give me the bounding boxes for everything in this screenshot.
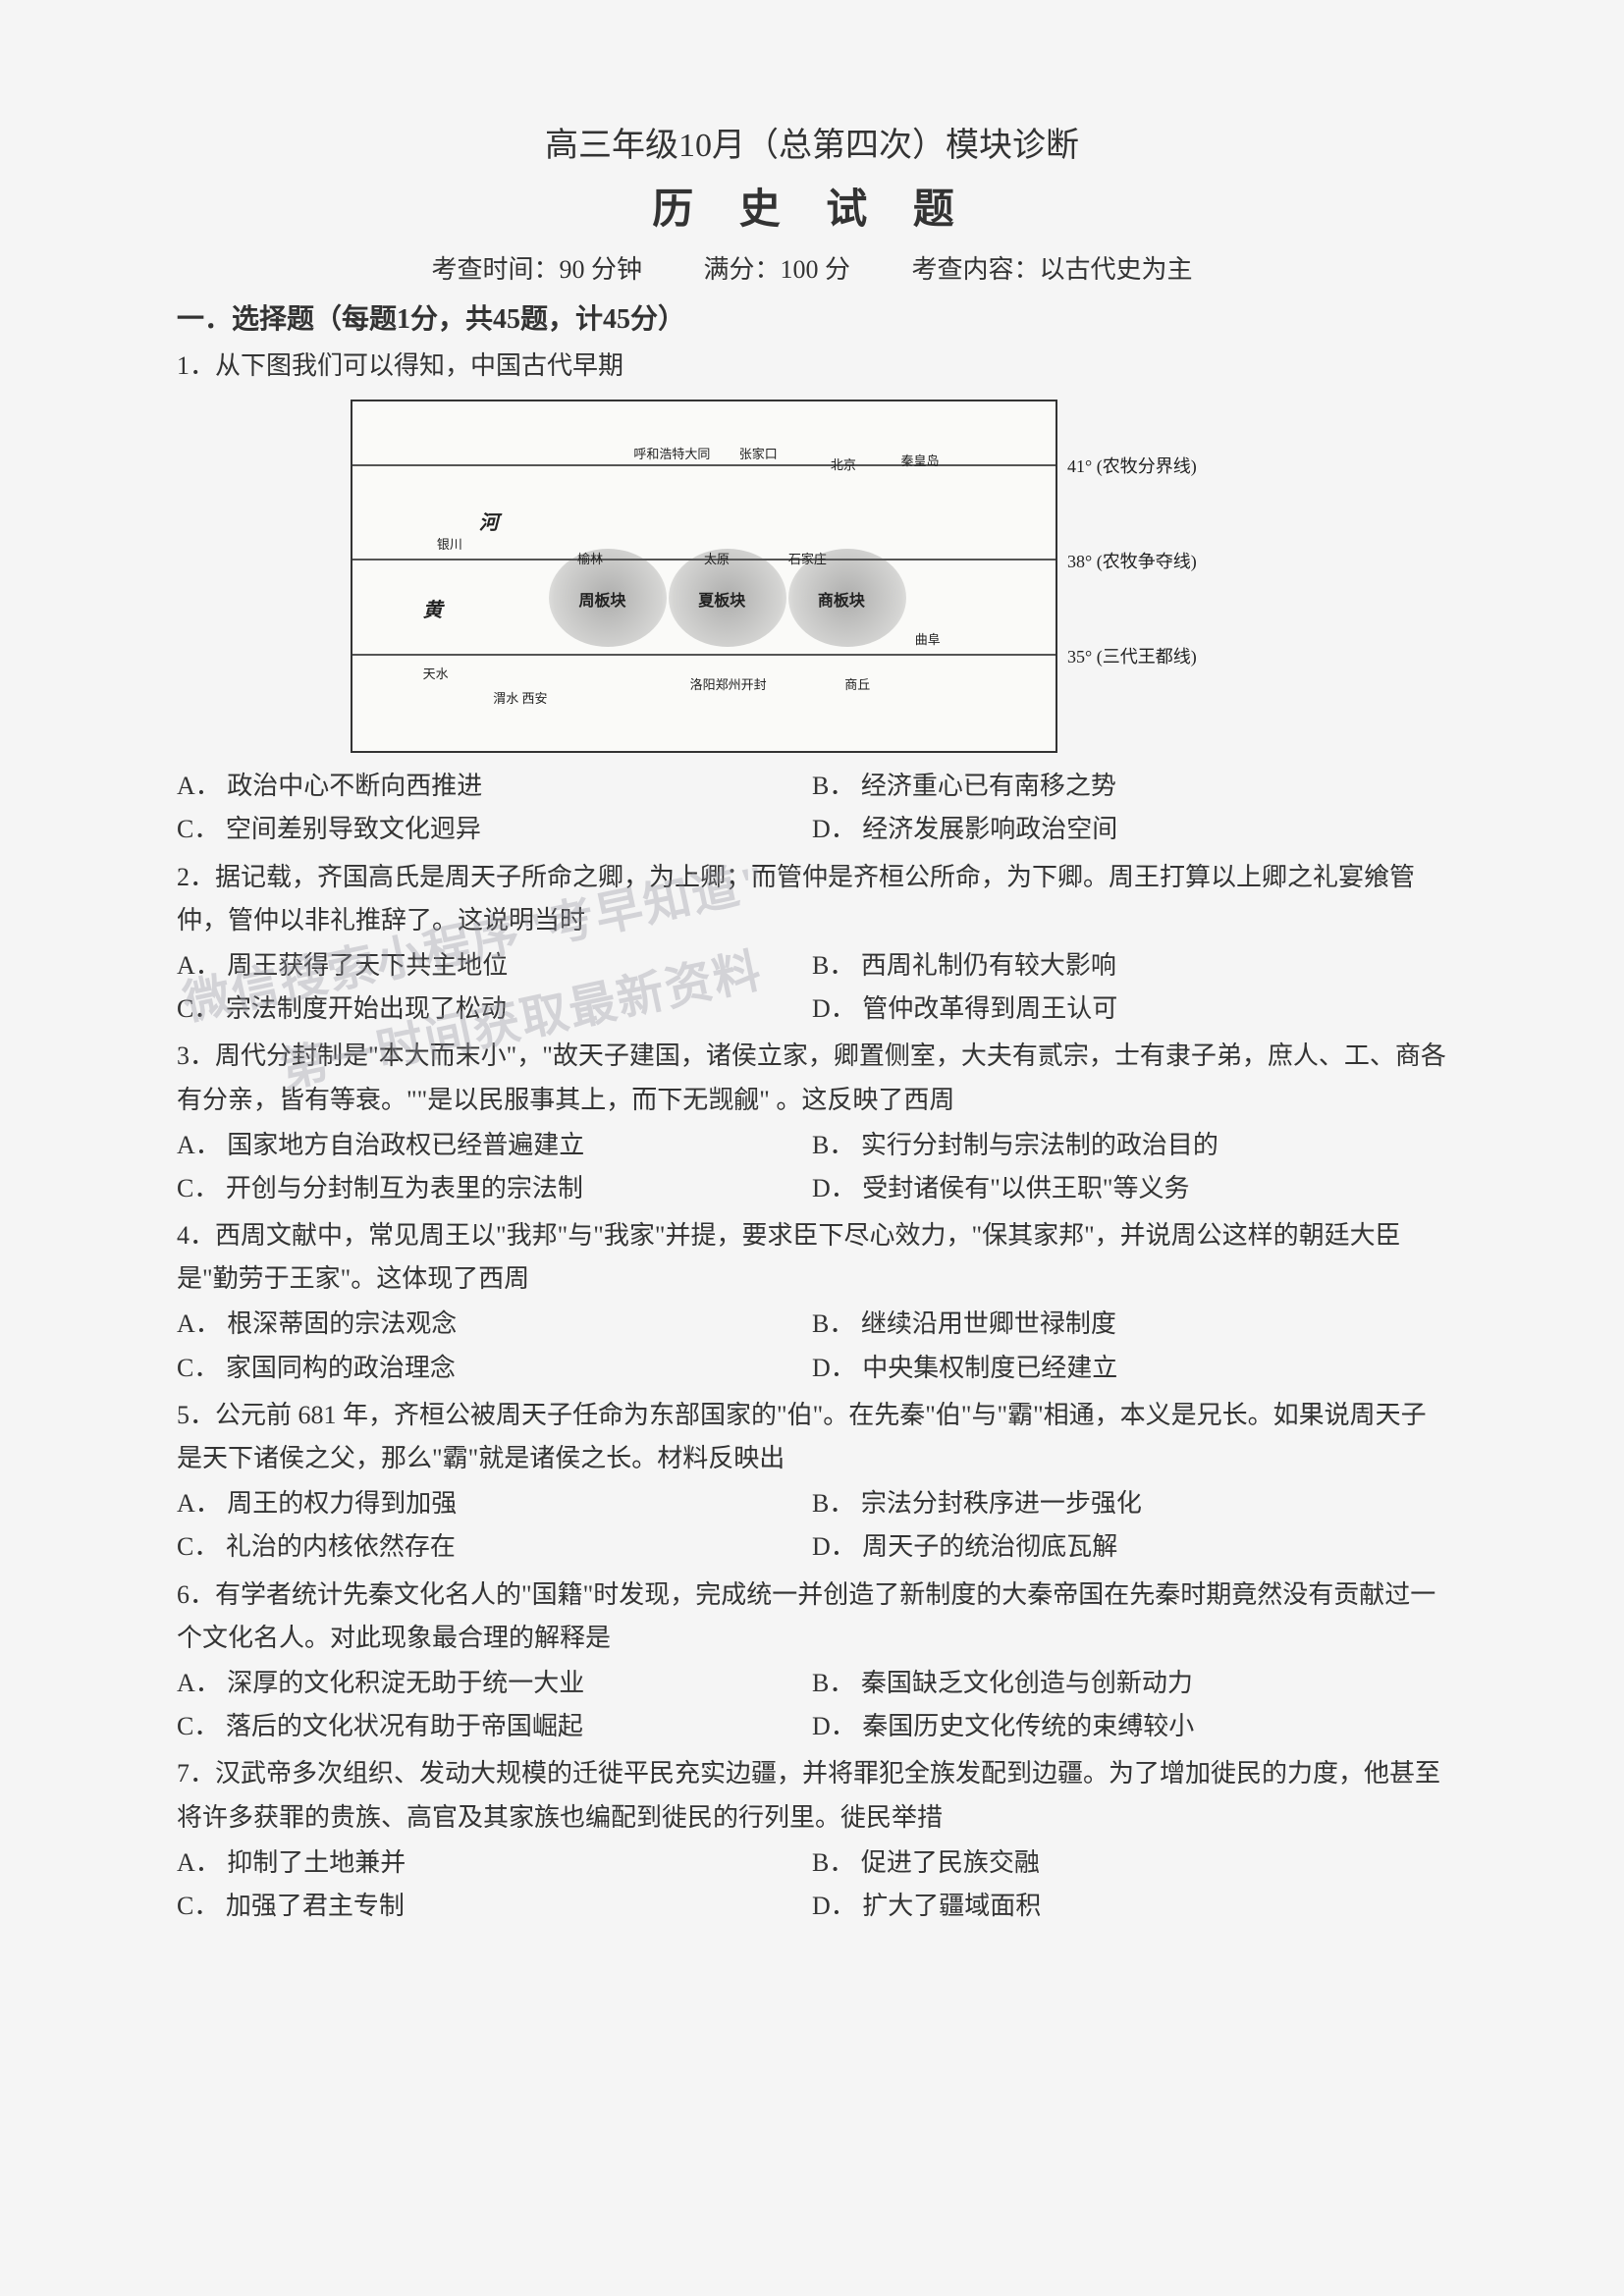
map-region-label: 周板块 [578, 588, 625, 614]
map-figure: 周板块 夏板块 商板块 呼和浩特大同 张家口 北京 秦皇岛银川榆林 太原 石家庄天水渭水 西安 洛… [351, 400, 1057, 753]
lat-label: 35° (三代王都线) [1067, 642, 1197, 672]
lat-line [352, 654, 1056, 656]
options-row: A． 深厚的文化积淀无助于统一大业B． 秦国缺乏文化创造与创新动力C． 落后的文… [177, 1662, 1447, 1748]
title-main: 高三年级10月（总第四次）模块诊断 [177, 118, 1447, 166]
question-5: 5．公元前 681 年，齐桓公被周天子任命为东部国家的"伯"。在先秦"伯"与"霸… [177, 1394, 1447, 1570]
option-B: B． 西周礼制仍有较大影响 [812, 944, 1447, 988]
option-B: B． 秦国缺乏文化创造与创新动力 [812, 1662, 1447, 1705]
question-text: 5．公元前 681 年，齐桓公被周天子任命为东部国家的"伯"。在先秦"伯"与"霸… [177, 1394, 1447, 1480]
exam-time: 考查时间：90 分钟 [431, 255, 642, 284]
option-A: A． 国家地方自治政权已经普遍建立 [177, 1124, 812, 1167]
section-header: 一．选择题（每题1分，共45题，计45分） [177, 297, 1447, 337]
map-city-label: 曲阜 [915, 629, 941, 651]
option-D: D． 秦国历史文化传统的束缚较小 [812, 1705, 1447, 1748]
option-C: C． 空间差别导致文化迥异 [177, 808, 812, 851]
question-7: 7．汉武帝多次组织、发动大规模的迁徙平民充实边疆，并将罪犯全族发配到边疆。为了增… [177, 1752, 1447, 1928]
map-city-label: 石家庄 [788, 549, 827, 570]
option-A: A． 抑制了土地兼并 [177, 1842, 812, 1885]
option-D: D． 经济发展影响政治空间 [812, 808, 1447, 851]
question-text: 6．有学者统计先秦文化名人的"国籍"时发现，完成统一并创造了新制度的大秦帝国在先… [177, 1574, 1447, 1660]
option-B: B． 实行分封制与宗法制的政治目的 [812, 1124, 1447, 1167]
map-city-label: 渭水 西安 [493, 688, 547, 710]
map-wrap: 41° (农牧分界线)38° (农牧争夺线)35° (三代王都线)周板块夏板块商… [351, 400, 1273, 753]
options-row: A． 抑制了土地兼并B． 促进了民族交融C． 加强了君主专制D． 扩大了疆域面积 [177, 1842, 1447, 1928]
option-B: B． 继续沿用世卿世禄制度 [812, 1303, 1447, 1346]
lat-label: 41° (农牧分界线) [1067, 452, 1197, 482]
option-C: C． 开创与分封制互为表里的宗法制 [177, 1167, 812, 1210]
option-D: D． 受封诸侯有"以供王职"等义务 [812, 1167, 1447, 1210]
option-C: C． 宗法制度开始出现了松动 [177, 988, 812, 1031]
options-row: A． 政治中心不断向西推进B． 经济重心已有南移之势C． 空间差别导致文化迥异D… [177, 765, 1447, 851]
question-text: 3．周代分封制是"本大而末小"，"故天子建国，诸侯立家，卿置侧室，大夫有贰宗，士… [177, 1035, 1447, 1121]
option-A: A． 政治中心不断向西推进 [177, 765, 812, 808]
question-text: 1．从下图我们可以得知，中国古代早期 [177, 345, 1447, 388]
option-C: C． 礼治的内核依然存在 [177, 1525, 812, 1569]
map-city-label: 商丘 [844, 674, 870, 696]
options-row: A． 周王获得了天下共主地位B． 西周礼制仍有较大影响C． 宗法制度开始出现了松… [177, 944, 1447, 1031]
question-3: 3．周代分封制是"本大而末小"，"故天子建国，诸侯立家，卿置侧室，大夫有贰宗，士… [177, 1035, 1447, 1210]
option-B: B． 促进了民族交融 [812, 1842, 1447, 1885]
map-river-label: 黄 [423, 594, 443, 627]
map-city-label: 银川 [437, 534, 462, 556]
option-C: C． 落后的文化状况有助于帝国崛起 [177, 1705, 812, 1748]
question-text: 4．西周文献中，常见周王以"我邦"与"我家"并提，要求臣下尽心效力，"保其家邦"… [177, 1214, 1447, 1301]
question-6: 6．有学者统计先秦文化名人的"国籍"时发现，完成统一并创造了新制度的大秦帝国在先… [177, 1574, 1447, 1749]
option-A: A． 周王的权力得到加强 [177, 1482, 812, 1525]
option-D: D． 中央集权制度已经建立 [812, 1347, 1447, 1390]
map-river-label: 河 [479, 507, 499, 540]
map-city-label: 呼和浩特大同 [633, 444, 710, 465]
exam-score: 满分：100 分 [703, 255, 850, 284]
option-A: A． 深厚的文化积淀无助于统一大业 [177, 1662, 812, 1705]
options-row: A． 国家地方自治政权已经普遍建立B． 实行分封制与宗法制的政治目的C． 开创与… [177, 1124, 1447, 1210]
option-C: C． 加强了君主专制 [177, 1885, 812, 1928]
map-region-label: 夏板块 [698, 588, 745, 614]
map-city-label: 北京 [831, 454, 856, 476]
questions-container: 1．从下图我们可以得知，中国古代早期 41° (农牧分界线) 38° (农牧争夺线)… [177, 345, 1447, 1928]
options-row: A． 周王的权力得到加强B． 宗法分封秩序进一步强化C． 礼治的内核依然存在D．… [177, 1482, 1447, 1569]
map-city-label: 榆林 [577, 549, 603, 570]
map-city-label: 天水 [423, 664, 449, 685]
question-1: 1．从下图我们可以得知，中国古代早期 41° (农牧分界线) 38° (农牧争夺线)… [177, 345, 1447, 852]
exam-scope: 考查内容：以古代史为主 [912, 255, 1193, 284]
option-A: A． 根深蒂固的宗法观念 [177, 1303, 812, 1346]
page-content: 高三年级10月（总第四次）模块诊断 历 史 试 题 考查时间：90 分钟 满分：… [177, 118, 1447, 1928]
option-C: C． 家国同构的政治理念 [177, 1347, 812, 1390]
exam-info: 考查时间：90 分钟 满分：100 分 考查内容：以古代史为主 [177, 249, 1447, 286]
map-city-label: 洛阳郑州开封 [690, 674, 767, 696]
map-city-label: 张家口 [739, 444, 778, 465]
map-region-label: 商板块 [818, 588, 865, 614]
map-city-label: 秦皇岛 [900, 451, 939, 472]
question-text: 7．汉武帝多次组织、发动大规模的迁徙平民充实边疆，并将罪犯全族发配到边疆。为了增… [177, 1752, 1447, 1839]
option-B: B． 宗法分封秩序进一步强化 [812, 1482, 1447, 1525]
option-D: D． 扩大了疆域面积 [812, 1885, 1447, 1928]
option-D: D． 管仲改革得到周王认可 [812, 988, 1447, 1031]
option-A: A． 周王获得了天下共主地位 [177, 944, 812, 988]
question-text: 2．据记载，齐国高氏是周天子所命之卿，为上卿；而管仲是齐桓公所命，为下卿。周王打… [177, 856, 1447, 942]
lat-label: 38° (农牧争夺线) [1067, 547, 1197, 577]
map-city-label: 太原 [704, 549, 730, 570]
option-D: D． 周天子的统治彻底瓦解 [812, 1525, 1447, 1569]
options-row: A． 根深蒂固的宗法观念B． 继续沿用世卿世禄制度C． 家国同构的政治理念D． … [177, 1303, 1447, 1389]
question-2: 2．据记载，齐国高氏是周天子所命之卿，为上卿；而管仲是齐桓公所命，为下卿。周王打… [177, 856, 1447, 1032]
question-4: 4．西周文献中，常见周王以"我邦"与"我家"并提，要求臣下尽心效力，"保其家邦"… [177, 1214, 1447, 1390]
option-B: B． 经济重心已有南移之势 [812, 765, 1447, 808]
title-sub: 历 史 试 题 [177, 176, 1447, 236]
